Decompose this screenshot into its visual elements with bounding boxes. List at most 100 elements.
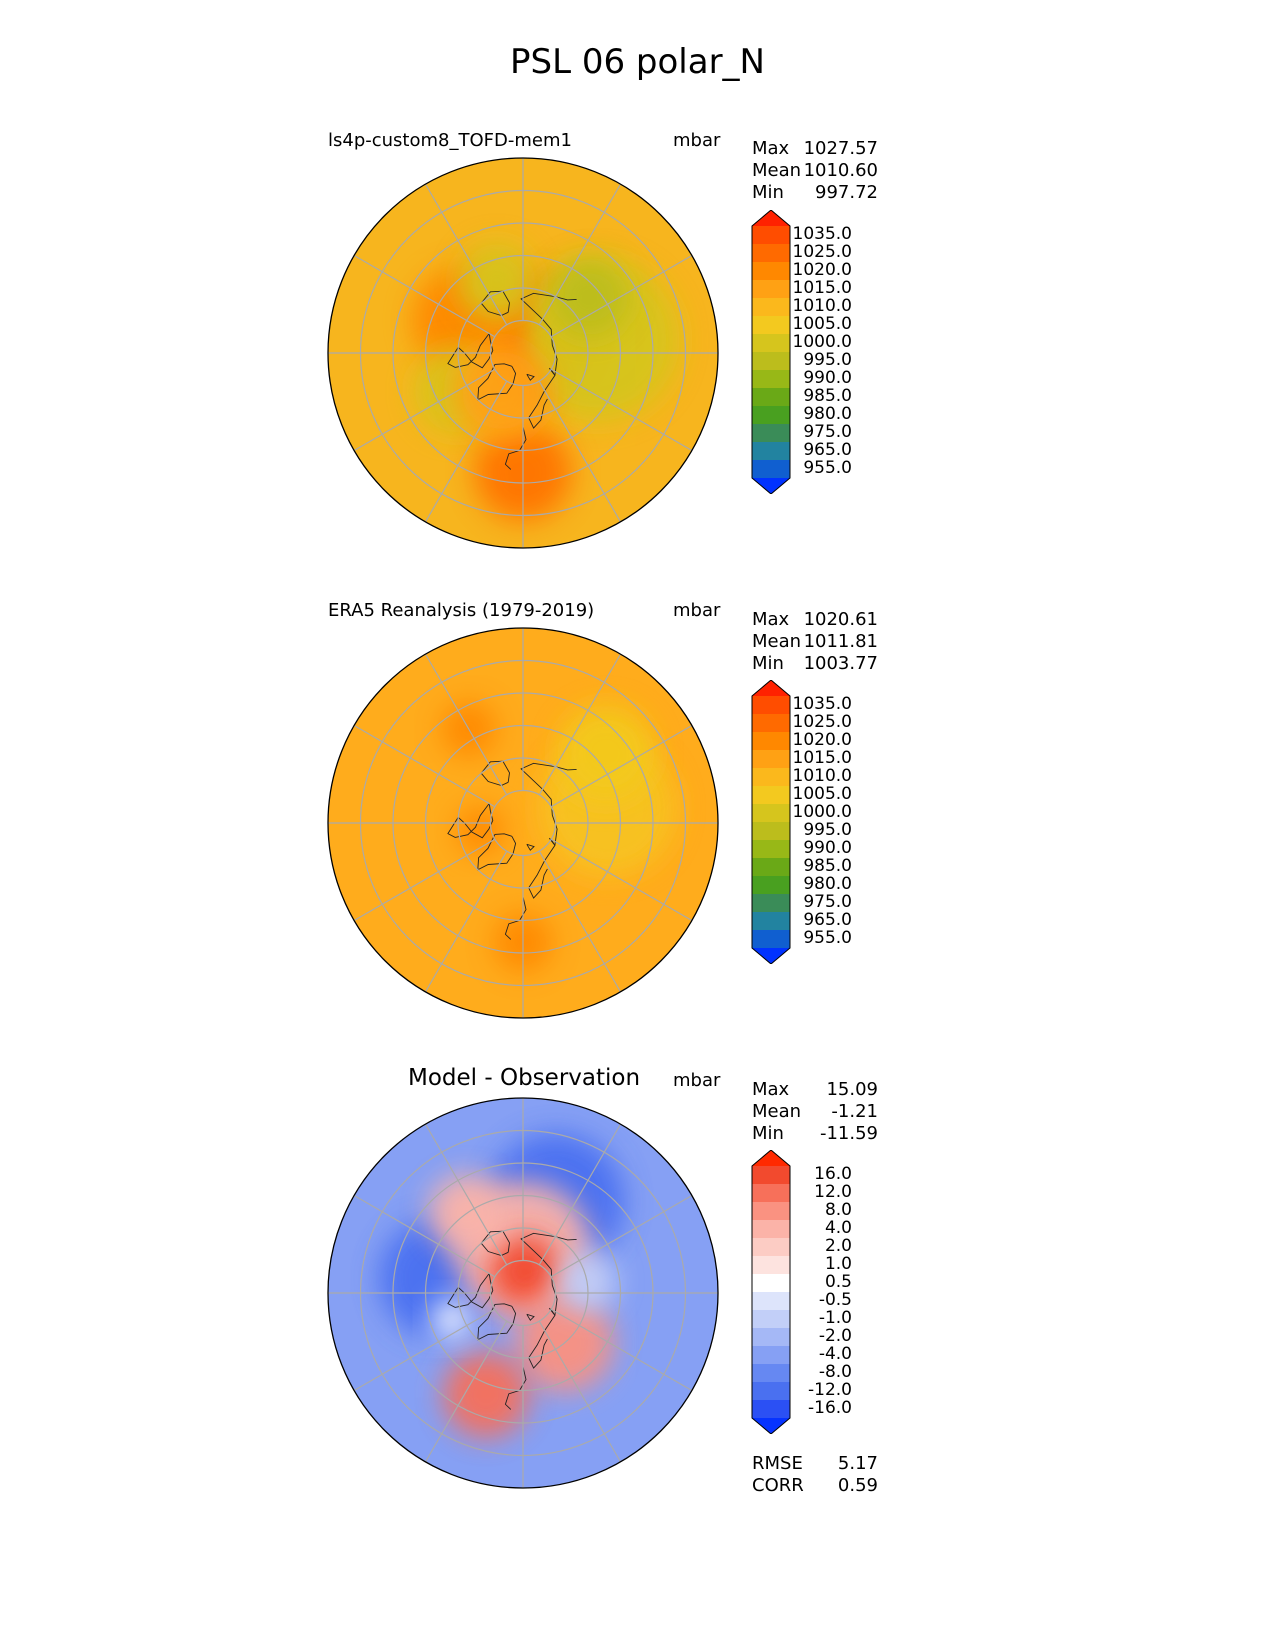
colorbar-segment	[752, 894, 790, 913]
colorbar-segment	[752, 858, 790, 877]
longitude-gridline	[424, 380, 508, 523]
colorbar-extend-min	[752, 478, 790, 494]
longitude-gridline	[550, 724, 693, 808]
colorbar-tick-label: 955.0	[803, 458, 852, 478]
panel-1-title: ls4p-custom8_TOFD-mem1	[328, 130, 572, 151]
longitude-gridline	[550, 838, 693, 922]
colorbar-tick-label: 1035.0	[792, 224, 852, 244]
colorbar-segment	[752, 442, 790, 461]
stat-value: 1011.81	[803, 631, 878, 652]
colorbar-tick-label: 955.0	[803, 928, 852, 948]
colorbar-segment	[752, 714, 790, 733]
coastline	[447, 1273, 494, 1309]
colorbar-tick-label: 12.0	[814, 1182, 852, 1202]
colorbar-tick-label: -0.5	[818, 1290, 852, 1310]
colorbar-segment	[752, 244, 790, 263]
colorbar-tick-label: 1.0	[824, 1254, 852, 1274]
colorbar-outline	[751, 1150, 791, 1434]
coastline	[480, 1230, 510, 1256]
coastline	[480, 290, 510, 316]
longitude-gridline	[550, 368, 693, 452]
colorbar-segment	[752, 786, 790, 805]
colorbar-segment	[752, 1400, 790, 1419]
stat-value: 1020.61	[803, 609, 878, 630]
colorbar-segment	[752, 804, 790, 823]
stat-label: Min	[752, 653, 784, 674]
stat-label: Mean	[752, 160, 802, 181]
panel-2-title: ERA5 Reanalysis (1979-2019)	[328, 600, 595, 621]
colorbar-segment	[752, 1202, 790, 1221]
colorbar-extend-max	[752, 1150, 790, 1166]
colorbar-tick-label: -4.0	[818, 1344, 852, 1364]
map-field	[328, 158, 718, 548]
colorbar-segment	[752, 822, 790, 841]
colorbar-tick-label: 1020.0	[792, 730, 852, 750]
colorbar-extend-min	[752, 948, 790, 964]
colorbar-tick-label: 1000.0	[792, 332, 852, 352]
coastline	[526, 373, 535, 381]
colorbar-tick-label: 975.0	[803, 422, 852, 442]
field-patch	[489, 1236, 560, 1307]
panel-2-units: mbar	[673, 600, 721, 621]
colorbar-segment	[752, 1364, 790, 1383]
map-boundary	[327, 157, 719, 549]
colorbar-extend-max	[752, 680, 790, 696]
coastline	[504, 1366, 527, 1410]
colorbar-segment	[752, 1220, 790, 1239]
stat-label: Min	[752, 1123, 784, 1144]
metric-label: RMSE	[752, 1453, 803, 1474]
colorbar-segment	[752, 1184, 790, 1203]
longitude-gridline	[424, 1123, 508, 1266]
colorbar-extend-min	[752, 1418, 790, 1434]
colorbar-panel-2	[751, 680, 791, 964]
colorbar-segment	[752, 1274, 790, 1293]
colorbar-segment	[752, 298, 790, 317]
coastline	[447, 803, 494, 839]
colorbar-segment	[752, 370, 790, 389]
map-field	[328, 628, 718, 1018]
longitude-gridline	[538, 653, 622, 796]
stat-value: 15.09	[826, 1079, 878, 1100]
colorbar-segment	[752, 1238, 790, 1257]
colorbar-tick-label: -16.0	[808, 1398, 852, 1418]
colorbar-segment	[752, 930, 790, 949]
figure-title: PSL 06 polar_N	[510, 42, 765, 82]
colorbar-segment	[752, 912, 790, 931]
colorbar-segment	[752, 876, 790, 895]
colorbar-segment	[752, 1310, 790, 1329]
colorbar-tick-label: 2.0	[824, 1236, 852, 1256]
map-boundary	[327, 1097, 719, 1489]
colorbar-segment	[752, 424, 790, 443]
colorbar-panel-1	[751, 210, 791, 494]
colorbar-tick-label: 1025.0	[792, 242, 852, 262]
colorbar-tick-label: 1005.0	[792, 784, 852, 804]
stat-value: 997.72	[815, 182, 878, 203]
longitude-gridline	[538, 380, 622, 523]
colorbar-segment	[752, 226, 790, 245]
field-patch	[550, 258, 629, 337]
colorbar-tick-label: 16.0	[814, 1164, 852, 1184]
stat-value: -11.59	[819, 1123, 878, 1144]
colorbar-segment	[752, 1328, 790, 1347]
colorbar-tick-label: 1010.0	[792, 296, 852, 316]
colorbar-tick-label: 1020.0	[792, 260, 852, 280]
longitude-gridline	[353, 254, 496, 338]
colorbar-tick-label: 4.0	[824, 1218, 852, 1238]
polar-map-panel-3	[327, 1097, 719, 1489]
panel-2-stats: Max 1020.61 Mean 1011.81 Min 1003.77	[752, 609, 878, 675]
panel-1-units: mbar	[673, 130, 721, 151]
longitude-gridline	[550, 254, 693, 338]
colorbar-segment	[752, 460, 790, 479]
colorbar-tick-label: 990.0	[803, 368, 852, 388]
stat-label: Mean	[752, 631, 802, 652]
colorbar-tick-label: -1.0	[818, 1308, 852, 1328]
panel-3-title: Model - Observation	[408, 1065, 641, 1091]
coastline	[526, 843, 535, 851]
longitude-gridline	[353, 838, 496, 922]
longitude-gridline	[538, 1320, 622, 1463]
longitude-gridline	[353, 368, 496, 452]
polar-map-panel-2	[327, 627, 719, 1019]
map-boundary	[327, 627, 719, 1019]
stat-value: -1.21	[831, 1101, 878, 1122]
longitude-gridline	[353, 724, 496, 808]
